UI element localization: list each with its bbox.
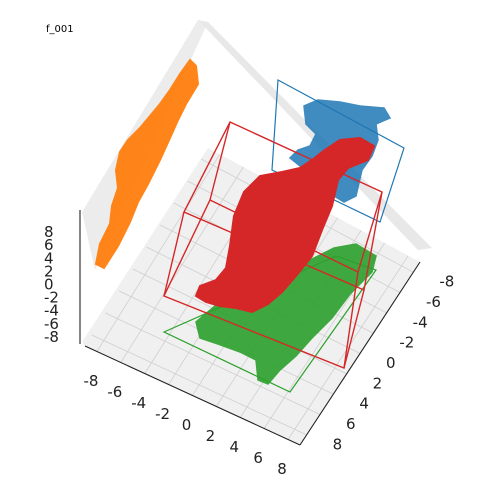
z-tick-label: -8 — [44, 328, 59, 346]
y-tick-label: -2 — [399, 334, 414, 352]
x-tick-label: 4 — [230, 438, 240, 456]
z-tick-label: -4 — [44, 302, 59, 320]
y-tick-label: 8 — [333, 435, 343, 453]
z-tick-label: -6 — [44, 315, 59, 333]
y-tick-label: -8 — [439, 273, 454, 291]
frame-label: f_001 — [46, 24, 74, 35]
x-tick-label: -4 — [131, 394, 146, 412]
x-tick-label: -6 — [107, 383, 122, 401]
axis-lines — [79, 210, 421, 446]
x-axis-line — [84, 345, 301, 446]
z-tick-label: 2 — [44, 262, 54, 280]
x-tick-label: -2 — [155, 405, 170, 423]
y-grid-line — [91, 334, 307, 436]
y-axis-line — [299, 261, 421, 446]
y-tick-label: -6 — [426, 293, 441, 311]
x-tick-label: 2 — [206, 427, 216, 445]
y-tick-label: 0 — [386, 354, 396, 372]
red-point-cloud — [194, 136, 376, 314]
z-tick-label: -2 — [44, 289, 59, 307]
z-tick-label: 0 — [44, 276, 54, 294]
orange-projection — [94, 58, 200, 270]
y-tick-label: 6 — [346, 415, 356, 433]
y-tick-label: -4 — [413, 313, 428, 331]
x-tick-label: 8 — [277, 460, 287, 478]
y-tick-label: 2 — [373, 374, 383, 392]
y-tick-label: 4 — [359, 395, 369, 413]
x-tick-label: -8 — [83, 372, 98, 390]
z-tick-label: 6 — [44, 236, 54, 254]
x-tick-label: 0 — [182, 416, 192, 434]
z-tick-label: 8 — [44, 223, 54, 241]
x-tick-label: 6 — [253, 449, 263, 467]
z-tick-label: 4 — [44, 249, 54, 267]
y-grid-line — [105, 312, 321, 415]
